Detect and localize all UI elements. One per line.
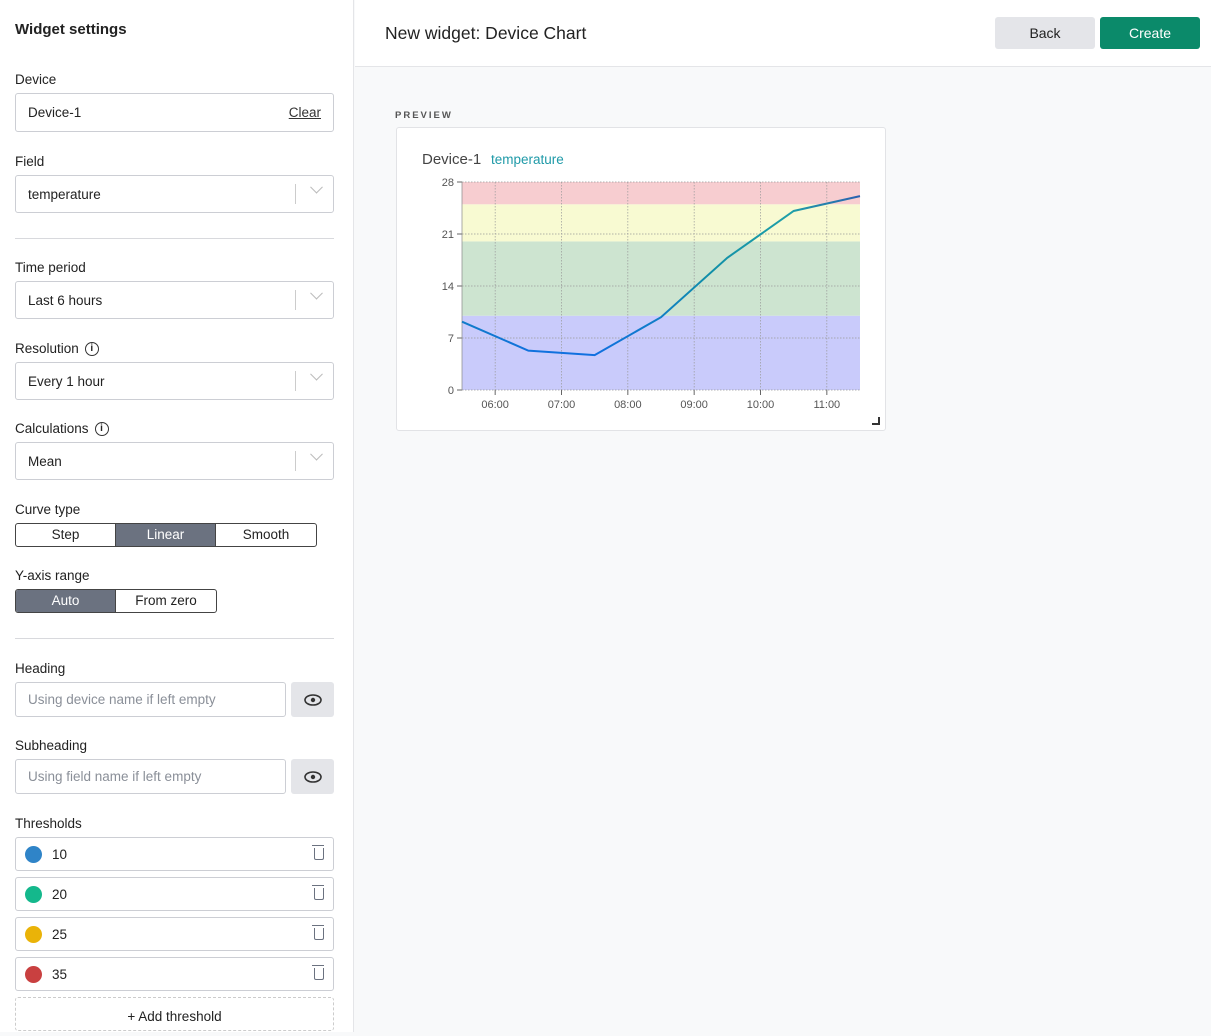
y-tick-label: 0 bbox=[448, 385, 454, 397]
field-select[interactable]: temperature bbox=[15, 175, 334, 213]
field-label: Field bbox=[15, 154, 44, 169]
curve-linear-option[interactable]: Linear bbox=[116, 524, 216, 546]
divider bbox=[15, 238, 334, 239]
threshold-value: 35 bbox=[52, 967, 67, 982]
y-tick-label: 14 bbox=[442, 281, 454, 293]
chevron-down-icon bbox=[310, 287, 323, 300]
threshold-color-swatch[interactable] bbox=[25, 966, 42, 983]
trash-icon[interactable] bbox=[314, 968, 324, 980]
y-auto-option[interactable]: Auto bbox=[16, 590, 116, 612]
y-axis-range-toggle: Auto From zero bbox=[15, 589, 217, 613]
threshold-row[interactable]: 35 bbox=[15, 957, 334, 991]
preview-label: PREVIEW bbox=[395, 110, 453, 121]
info-icon[interactable]: i bbox=[95, 422, 109, 436]
curve-type-label: Curve type bbox=[15, 502, 80, 517]
subheading-label: Subheading bbox=[15, 738, 87, 753]
threshold-color-swatch[interactable] bbox=[25, 846, 42, 863]
device-chart: 0 7 14 21 28 06:00 07:00 08:00 09:00 10:00 11:00 bbox=[397, 128, 887, 428]
subheading-input[interactable]: Using field name if left empty bbox=[15, 759, 286, 794]
y-tick-label: 21 bbox=[442, 229, 454, 241]
threshold-value: 10 bbox=[52, 847, 67, 862]
eye-icon bbox=[304, 771, 322, 783]
calculations-value: Mean bbox=[28, 454, 62, 469]
threshold-color-swatch[interactable] bbox=[25, 926, 42, 943]
resize-handle-icon[interactable] bbox=[872, 417, 880, 425]
curve-step-option[interactable]: Step bbox=[16, 524, 116, 546]
threshold-row[interactable]: 20 bbox=[15, 877, 334, 911]
threshold-band bbox=[462, 182, 860, 204]
threshold-band bbox=[462, 316, 860, 390]
divider bbox=[15, 638, 334, 639]
y-tick-label: 28 bbox=[442, 177, 454, 189]
x-tick-label: 07:00 bbox=[548, 399, 576, 411]
heading-input[interactable]: Using device name if left empty bbox=[15, 682, 286, 717]
chevron-down-icon bbox=[310, 448, 323, 461]
resolution-value: Every 1 hour bbox=[28, 374, 105, 389]
x-tick-label: 10:00 bbox=[747, 399, 775, 411]
threshold-value: 20 bbox=[52, 887, 67, 902]
y-tick-label: 7 bbox=[448, 333, 454, 345]
x-tick-label: 09:00 bbox=[680, 399, 708, 411]
create-button[interactable]: Create bbox=[1100, 17, 1200, 49]
heading-label: Heading bbox=[15, 661, 65, 676]
panel-title: Widget settings bbox=[15, 21, 127, 38]
time-period-value: Last 6 hours bbox=[28, 293, 102, 308]
trash-icon[interactable] bbox=[314, 888, 324, 900]
device-label: Device bbox=[15, 72, 56, 87]
thresholds-label: Thresholds bbox=[15, 816, 82, 831]
curve-type-toggle: Step Linear Smooth bbox=[15, 523, 317, 547]
device-value: Device-1 bbox=[28, 105, 81, 120]
header-bar: New widget: Device Chart Back Create bbox=[355, 0, 1211, 67]
eye-icon bbox=[304, 694, 322, 706]
resolution-select[interactable]: Every 1 hour bbox=[15, 362, 334, 400]
threshold-color-swatch[interactable] bbox=[25, 886, 42, 903]
time-period-select[interactable]: Last 6 hours bbox=[15, 281, 334, 319]
threshold-row[interactable]: 10 bbox=[15, 837, 334, 871]
clear-link[interactable]: Clear bbox=[289, 105, 321, 120]
x-tick-label: 06:00 bbox=[481, 399, 509, 411]
threshold-row[interactable]: 25 bbox=[15, 917, 334, 951]
y-from-zero-option[interactable]: From zero bbox=[116, 590, 216, 612]
widget-settings-panel: Widget settings Device Device-1 Clear Fi… bbox=[0, 0, 354, 1032]
add-threshold-button[interactable]: + Add threshold bbox=[15, 997, 334, 1031]
x-tick-label: 08:00 bbox=[614, 399, 642, 411]
subheading-visibility-button[interactable] bbox=[291, 759, 334, 794]
page-title: New widget: Device Chart bbox=[385, 23, 586, 44]
y-axis-range-label: Y-axis range bbox=[15, 568, 90, 583]
trash-icon[interactable] bbox=[314, 848, 324, 860]
threshold-value: 25 bbox=[52, 927, 67, 942]
heading-visibility-button[interactable] bbox=[291, 682, 334, 717]
trash-icon[interactable] bbox=[314, 928, 324, 940]
info-icon[interactable]: i bbox=[85, 342, 99, 356]
back-button[interactable]: Back bbox=[995, 17, 1095, 49]
time-period-label: Time period bbox=[15, 260, 86, 275]
x-tick-label: 11:00 bbox=[813, 399, 840, 411]
chevron-down-icon bbox=[310, 181, 323, 194]
curve-smooth-option[interactable]: Smooth bbox=[216, 524, 316, 546]
threshold-band bbox=[462, 241, 860, 315]
field-value: temperature bbox=[28, 187, 101, 202]
device-field[interactable]: Device-1 Clear bbox=[15, 93, 334, 132]
calculations-select[interactable]: Mean bbox=[15, 442, 334, 480]
chevron-down-icon bbox=[310, 368, 323, 381]
